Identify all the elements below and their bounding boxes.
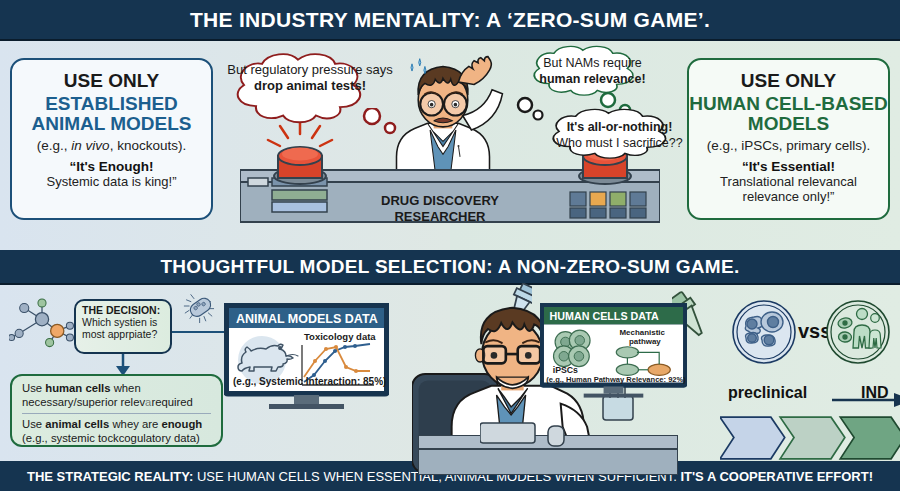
svg-text:HUMAN CELLS DATA: HUMAN CELLS DATA bbox=[550, 310, 659, 322]
svg-text:(e.g., Systemic Interaction: 8: (e.g., Systemic Interaction: 85%) bbox=[233, 376, 386, 387]
svg-text:Mechanistic: Mechanistic bbox=[619, 328, 665, 337]
svg-text:ANIMAL MODELS DATA: ANIMAL MODELS DATA bbox=[236, 312, 378, 326]
svg-text:Toxicology data: Toxicology data bbox=[304, 331, 376, 342]
svg-text:(e.g., Human Pathway Relevance: (e.g., Human Pathway Relevance: 92%) bbox=[546, 375, 686, 384]
svg-text:pathway: pathway bbox=[629, 337, 661, 346]
svg-text:iPSCs: iPSCs bbox=[553, 365, 578, 375]
